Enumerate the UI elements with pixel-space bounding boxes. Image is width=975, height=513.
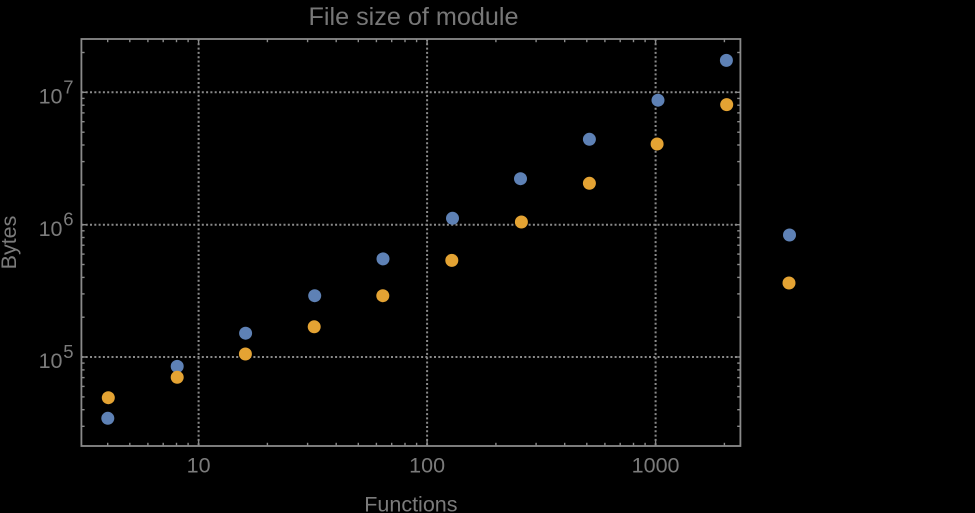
svg-text:1000: 1000: [632, 454, 680, 478]
svg-text:10: 10: [39, 85, 63, 109]
svg-text:6: 6: [63, 209, 73, 230]
svg-text:10: 10: [39, 217, 63, 241]
svg-text:5: 5: [63, 341, 73, 362]
svg-text:Bytes: Bytes: [0, 216, 21, 270]
svg-text:10: 10: [39, 349, 63, 373]
svg-text:100: 100: [409, 454, 445, 478]
svg-text:File size of module: File size of module: [309, 3, 519, 31]
svg-text:Functions: Functions: [364, 493, 457, 513]
svg-text:7: 7: [63, 76, 73, 97]
svg-text:10: 10: [187, 454, 211, 478]
